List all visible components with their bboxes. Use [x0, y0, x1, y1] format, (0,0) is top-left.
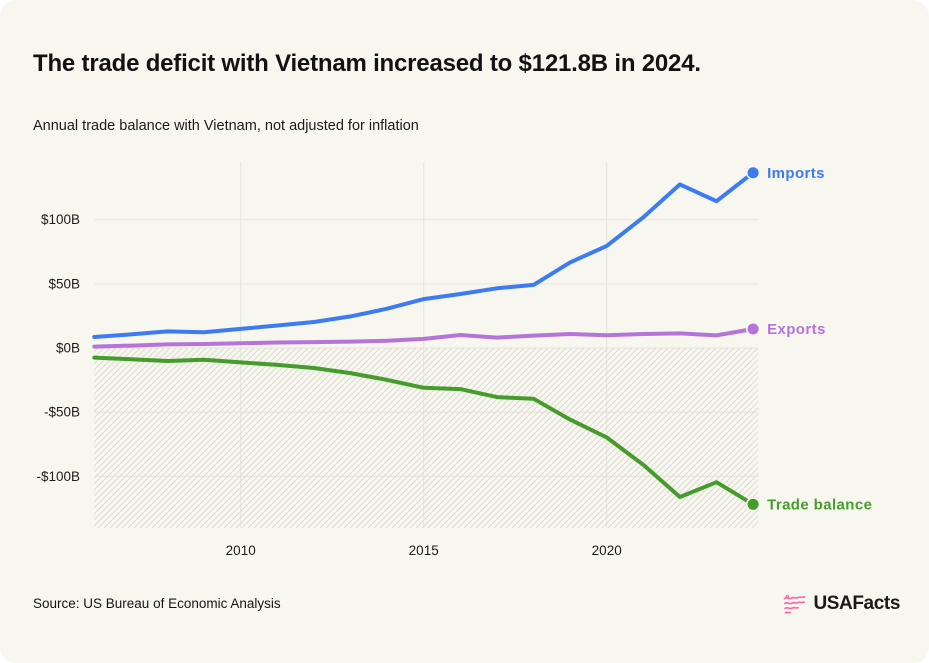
series-end-labels: Imports Exports Trade balance	[767, 165, 872, 514]
source-attribution: Source: US Bureau of Economic Analysis	[33, 596, 281, 611]
y-tick--100b: $100B	[41, 212, 80, 227]
imports-end-marker	[746, 165, 761, 180]
exports-line	[92, 327, 756, 349]
x-tick-2020: 2020	[592, 543, 622, 558]
negative-values-hatch-fill	[94, 348, 759, 528]
y-tick--50b: -$50B	[44, 405, 80, 420]
usafacts-flag-icon	[782, 592, 808, 616]
y-tick--50b: $50B	[48, 276, 80, 291]
x-tick-2010: 2010	[226, 543, 256, 558]
usafacts-wordmark: USAFacts	[813, 593, 900, 614]
chart-area: $100B $50B $0B -$50B -$100B 2010 2015 2020 Imp…	[0, 152, 929, 562]
trade-balance-line-chart: $100B $50B $0B -$50B -$100B 2010 2015 2020 Imp…	[36, 162, 872, 558]
chart-title: The trade deficit with Vietnam increased…	[33, 50, 701, 77]
exports-end-marker	[746, 321, 761, 337]
exports-label: Exports	[767, 321, 826, 338]
y-axis-tick-labels: $100B $50B $0B -$50B -$100B	[36, 212, 80, 484]
usafacts-logo[interactable]: USAFacts	[782, 590, 900, 618]
trade-balance-label: Trade balance	[767, 496, 872, 513]
imports-line	[92, 170, 756, 339]
y-tick--0b: $0B	[56, 341, 80, 356]
trade-balance-line	[92, 355, 756, 507]
imports-label: Imports	[767, 165, 825, 182]
x-axis-tick-labels: 2010 2015 2020	[226, 543, 622, 558]
x-tick-2015: 2015	[409, 543, 439, 558]
trade-balance-end-marker	[746, 497, 761, 512]
series-end-markers	[746, 165, 761, 512]
y-tick--100b: -$100B	[36, 469, 80, 484]
series-lines	[92, 170, 756, 507]
chart-subtitle: Annual trade balance with Vietnam, not a…	[33, 118, 419, 134]
negative-region-hatch	[94, 348, 759, 528]
